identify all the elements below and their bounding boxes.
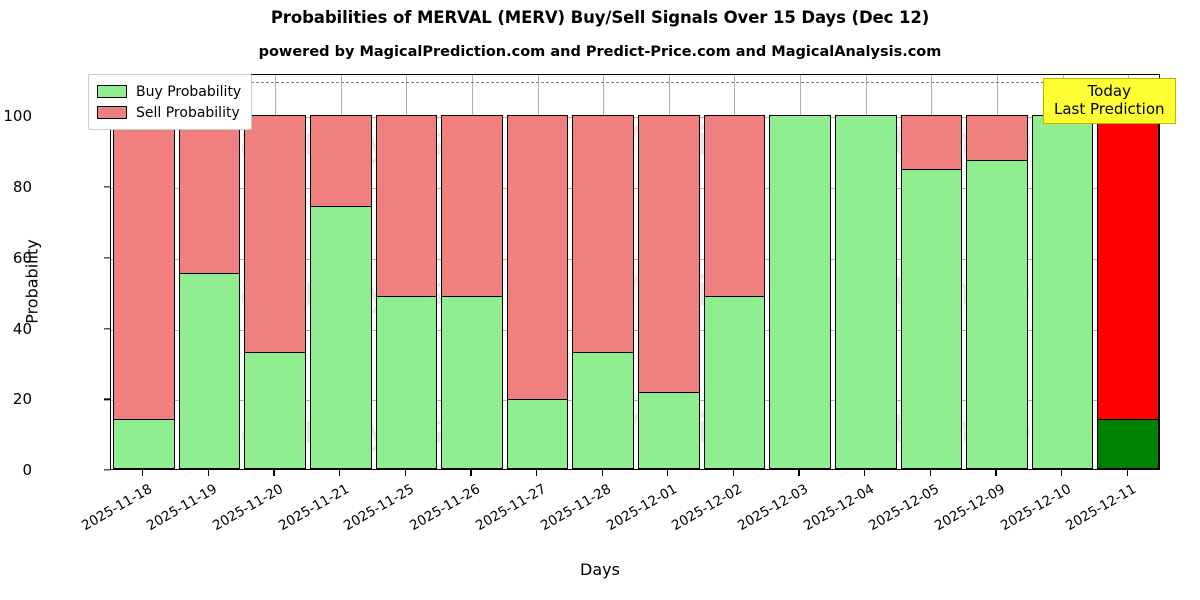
bar-segment-sell — [442, 116, 502, 296]
x-tick-mark-2025-12-03 — [798, 470, 800, 476]
gridline-y-20 — [111, 400, 1159, 402]
bar-2025-12-11[interactable] — [1097, 115, 1159, 469]
y-tick-label-40: 40 — [12, 319, 32, 338]
x-tick-mark-2025-11-19 — [207, 470, 210, 476]
today-annotation: Today Last Prediction — [1043, 78, 1176, 125]
x-tick-mark-2025-12-09 — [995, 470, 997, 476]
bar-segment-buy — [901, 169, 962, 468]
bar-2025-12-01[interactable] — [638, 115, 700, 469]
bar-segment-sell — [1098, 116, 1158, 419]
bar-segment-sell — [704, 116, 765, 296]
x-tick-mark-2025-11-28 — [601, 470, 603, 476]
page-title: Probabilities of MERVAL (MERV) Buy/Sell … — [270, 8, 930, 27]
legend-swatch-buy-icon — [97, 85, 127, 98]
plot-inner: MagicalAnalysis.com MagicalPrediction.co… — [111, 75, 1159, 469]
x-tick-mark-2025-12-05 — [929, 470, 931, 476]
x-tick-mark-2025-11-27 — [535, 470, 538, 476]
y-tick-label-20: 20 — [12, 390, 32, 409]
y-tick-mark-40 — [104, 327, 110, 330]
bar-segment-sell — [573, 116, 633, 352]
bar-segment-sell — [967, 116, 1027, 161]
y-tick-label-0: 0 — [22, 461, 32, 479]
bar-segment-buy — [114, 418, 174, 468]
bar-2025-12-09[interactable] — [966, 115, 1028, 469]
bar-segment-sell — [310, 116, 371, 207]
bar-2025-11-27[interactable] — [506, 115, 569, 469]
y-tick-label-60: 60 — [12, 248, 32, 267]
bar-2025-11-20[interactable] — [244, 115, 306, 469]
bar-segment-sell — [901, 116, 962, 170]
bar-segment-buy — [639, 392, 699, 468]
x-tick-mark-2025-11-26 — [470, 470, 472, 476]
y-tick-mark-20 — [104, 398, 110, 400]
bar-2025-11-18[interactable] — [113, 115, 175, 469]
x-tick-mark-2025-12-10 — [1060, 470, 1063, 476]
bar-segment-buy — [1032, 116, 1093, 468]
bar-2025-12-10[interactable] — [1031, 115, 1094, 469]
bar-2025-12-02[interactable] — [703, 115, 766, 469]
legend-item-sell[interactable]: Sell Probability — [97, 102, 241, 123]
bar-segment-buy — [442, 295, 502, 468]
bar-segment-sell — [179, 116, 240, 273]
bar-segment-buy — [1098, 418, 1158, 468]
bar-segment-sell — [639, 116, 699, 393]
chart-subtitle: powered by MagicalPrediction.com and Pre… — [258, 44, 942, 60]
gridline-y-80 — [111, 188, 1159, 190]
bar-segment-buy — [573, 351, 633, 468]
bar-2025-12-05[interactable] — [900, 115, 963, 469]
today-annotation-line2: Last Prediction — [1054, 99, 1165, 118]
legend-label-sell: Sell Probability — [136, 104, 240, 121]
x-tick-mark-2025-11-18 — [142, 470, 144, 476]
x-tick-mark-2025-12-04 — [864, 470, 866, 476]
bar-segment-buy — [179, 272, 240, 468]
y-tick-mark-0 — [104, 469, 110, 471]
legend-item-buy[interactable]: Buy Probability — [97, 81, 241, 102]
bar-2025-12-04[interactable] — [834, 115, 897, 469]
bar-segment-buy — [376, 295, 437, 468]
x-tick-mark-2025-11-20 — [273, 470, 275, 476]
legend-label-buy: Buy Probability — [136, 83, 242, 100]
bar-segment-buy — [310, 206, 371, 468]
bar-2025-11-19[interactable] — [178, 115, 241, 469]
bar-segment-buy — [245, 351, 305, 468]
legend-swatch-sell-icon — [97, 106, 127, 119]
bar-segment-buy — [770, 116, 830, 468]
y-tick-label-100: 100 — [3, 107, 32, 126]
bar-segment-sell — [245, 116, 305, 352]
chart-legend: Buy Probability Sell Probability — [88, 74, 253, 130]
bar-segment-buy — [704, 295, 765, 468]
plot-area: MagicalAnalysis.com MagicalPrediction.co… — [110, 74, 1160, 470]
gridline-y-40 — [111, 329, 1159, 331]
bar-segment-sell — [114, 116, 174, 419]
x-tick-mark-2025-12-01 — [667, 470, 669, 476]
x-axis-label: Days — [580, 560, 620, 579]
x-tick-mark-2025-12-02 — [732, 470, 735, 476]
y-axis-label: Probability — [22, 239, 42, 324]
bar-2025-11-25[interactable] — [375, 115, 438, 469]
reference-dashed-line — [111, 82, 1159, 84]
bar-2025-11-21[interactable] — [309, 115, 372, 469]
gridline-y-100 — [111, 117, 1159, 119]
x-tick-mark-2025-11-25 — [404, 470, 406, 476]
x-tick-mark-2025-12-11 — [1126, 470, 1128, 476]
today-annotation-line1: Today — [1087, 82, 1131, 100]
bar-segment-buy — [507, 399, 568, 468]
bar-segment-sell — [507, 116, 568, 400]
bar-2025-12-03[interactable] — [769, 115, 831, 469]
y-tick-label-80: 80 — [12, 178, 32, 197]
bar-segment-sell — [376, 116, 437, 296]
bar-2025-11-26[interactable] — [441, 115, 503, 469]
bar-segment-buy — [835, 116, 896, 468]
gridline-y-60 — [111, 258, 1159, 260]
bar-2025-11-28[interactable] — [572, 115, 634, 469]
bar-segment-buy — [967, 160, 1027, 468]
y-tick-mark-80 — [104, 186, 110, 188]
y-tick-mark-60 — [104, 257, 110, 259]
x-tick-mark-2025-11-21 — [339, 470, 341, 476]
